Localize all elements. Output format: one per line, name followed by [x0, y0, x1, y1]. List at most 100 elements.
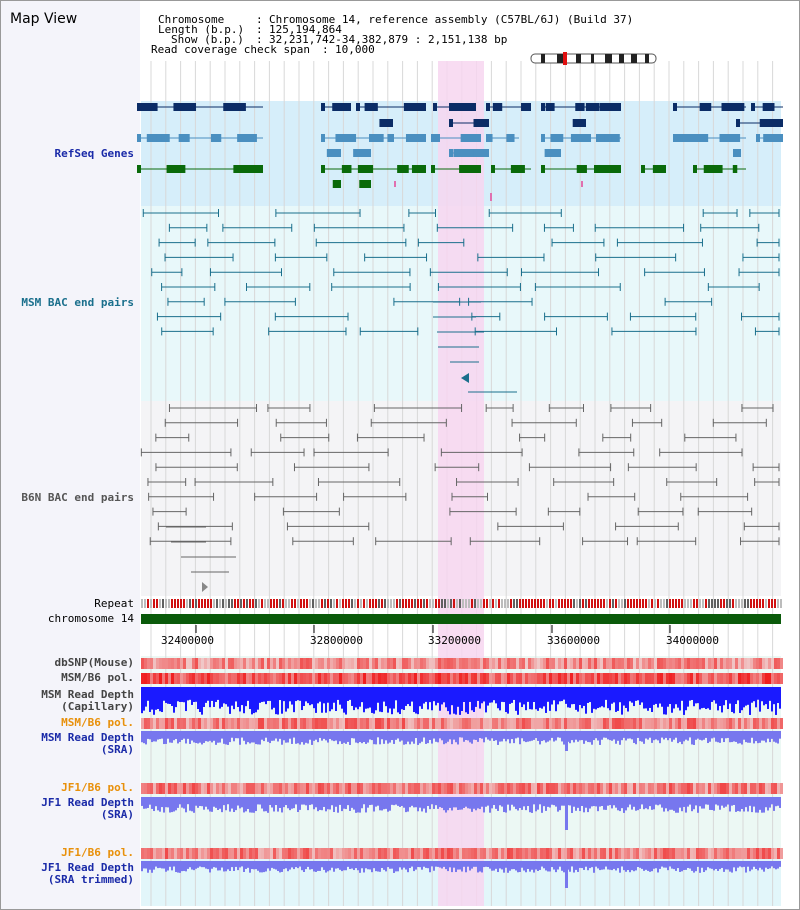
repeat-mark [681, 599, 683, 608]
track-label-jf1-b6-pol[interactable]: JF1/B6 pol. [61, 781, 134, 794]
track-label-refseq[interactable]: RefSeq Genes [54, 147, 134, 160]
track-label-msm-b6-pol-2[interactable]: MSM/B6 pol. [61, 716, 134, 729]
depth-bar [685, 861, 687, 870]
heat-cell [252, 658, 255, 669]
heat-cell [504, 848, 507, 859]
heat-cell [201, 848, 204, 859]
depth-bar [547, 731, 549, 742]
repeat-mark [351, 599, 353, 608]
depth-bar [275, 687, 277, 715]
depth-bar [409, 731, 411, 745]
depth-bar [145, 687, 147, 707]
heat-cell [711, 718, 714, 729]
depth-bar [465, 731, 467, 741]
depth-bar [625, 861, 627, 872]
depth-bar [635, 797, 637, 811]
heat-cell [657, 658, 660, 669]
depth-bar [173, 861, 175, 867]
depth-bar [531, 687, 533, 710]
repeat-mark [162, 599, 164, 608]
heat-cell [249, 783, 252, 794]
heat-cell [462, 848, 465, 859]
heat-cell [354, 718, 357, 729]
repeat-mark [297, 599, 299, 608]
heat-cell [540, 848, 543, 859]
track-label-jf1-depth-trim[interactable]: JF1 Read Depth [41, 861, 134, 874]
track-label-b6n-bac[interactable]: B6N BAC end pairs [21, 491, 134, 504]
track-label-msm-depth-cap[interactable]: MSM Read Depth [41, 688, 134, 701]
depth-bar [449, 687, 451, 715]
depth-bar [683, 797, 685, 807]
repeat-mark [453, 599, 455, 608]
depth-bar [663, 797, 665, 812]
heat-cell [780, 783, 783, 794]
heat-cell [486, 783, 489, 794]
repeat-mark [486, 599, 488, 608]
heat-cell [252, 718, 255, 729]
gene-exon [550, 134, 564, 142]
depth-bar [457, 797, 459, 810]
depth-bar [533, 797, 535, 805]
track-label-dbsnp[interactable]: dbSNP(Mouse) [54, 656, 134, 669]
depth-bar [163, 731, 165, 745]
depth-bar [397, 687, 399, 713]
heat-cell [759, 673, 762, 684]
repeat-mark [264, 599, 266, 608]
gene-exon [232, 103, 246, 111]
depth-bar [647, 861, 649, 871]
gene-exon [357, 165, 374, 173]
depth-bar [361, 731, 363, 744]
heat-cell [597, 673, 600, 684]
heat-cell [486, 673, 489, 684]
gene-exon [461, 165, 481, 173]
depth-bar [507, 797, 509, 805]
depth-bar [655, 731, 657, 740]
depth-bar [441, 797, 443, 808]
heat-cell [153, 673, 156, 684]
depth-bar [745, 797, 747, 808]
heat-cell [189, 658, 192, 669]
track-label-msm-b6-pol[interactable]: MSM/B6 pol. [61, 671, 134, 684]
gene-exon [178, 103, 197, 111]
heat-cell [597, 848, 600, 859]
depth-bar [603, 731, 605, 738]
track-label-msm-bac[interactable]: MSM BAC end pairs [21, 296, 134, 309]
repeat-mark [267, 599, 269, 608]
heat-cell [495, 783, 498, 794]
depth-bar [549, 687, 551, 711]
depth-bar [663, 861, 665, 868]
heat-cell [342, 658, 345, 669]
depth-bar [621, 731, 623, 741]
depth-bar [209, 731, 211, 741]
track-label-repeat[interactable]: Repeat [94, 597, 134, 610]
heat-cell [717, 718, 720, 729]
heat-cell [720, 783, 723, 794]
depth-bar [477, 731, 479, 742]
heat-cell [765, 783, 768, 794]
heat-cell [174, 658, 177, 669]
heat-cell [429, 658, 432, 669]
depth-bar [261, 731, 263, 740]
depth-bar [669, 797, 671, 810]
heat-cell [225, 848, 228, 859]
depth-bar [343, 797, 345, 809]
track-label-jf1-b6-pol-2[interactable]: JF1/B6 pol. [61, 846, 134, 859]
depth-bar [179, 687, 181, 702]
heat-cell [195, 848, 198, 859]
depth-bar [581, 687, 583, 709]
track-label-msm-depth-sra[interactable]: MSM Read Depth [41, 731, 134, 744]
heat-cell [750, 718, 753, 729]
heat-cell [207, 718, 210, 729]
track-label-chromosome[interactable]: chromosome 14 [47, 612, 134, 625]
depth-bar [559, 687, 561, 702]
heat-cell [528, 718, 531, 729]
heat-cell [183, 783, 186, 794]
heat-cell [408, 783, 411, 794]
heat-cell [150, 718, 153, 729]
heat-cell [288, 783, 291, 794]
depth-bar [317, 861, 319, 871]
repeat-mark [606, 599, 608, 608]
track-label-jf1-depth-sra[interactable]: JF1 Read Depth [41, 796, 134, 809]
heat-cell [183, 718, 186, 729]
heat-cell [369, 783, 372, 794]
